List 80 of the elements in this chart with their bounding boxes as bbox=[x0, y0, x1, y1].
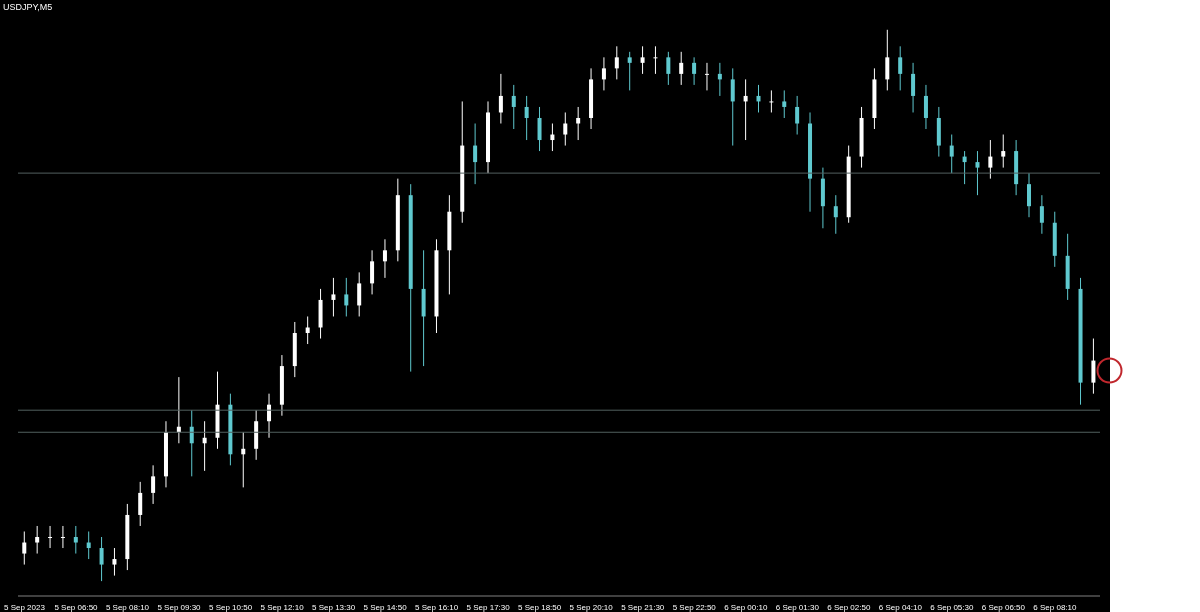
candlestick bbox=[730, 67, 735, 147]
chart-title: USDJPY,M5 bbox=[3, 2, 53, 12]
x-tick-label: 5 Sep 21:30 bbox=[621, 602, 665, 612]
candlestick bbox=[99, 536, 104, 582]
candlestick bbox=[640, 45, 645, 75]
candlestick bbox=[782, 89, 787, 119]
candlestick bbox=[653, 45, 658, 75]
candlestick bbox=[550, 123, 555, 152]
x-tick-label: 5 Sep 17:30 bbox=[466, 602, 511, 612]
candlestick bbox=[382, 238, 387, 279]
candlestick bbox=[537, 106, 542, 152]
x-tick-label: 5 Sep 09:30 bbox=[157, 602, 202, 612]
candlestick bbox=[344, 277, 349, 317]
candlestick bbox=[769, 89, 774, 113]
candlestick bbox=[22, 530, 27, 566]
candlestick bbox=[692, 56, 697, 86]
candlestick bbox=[357, 271, 362, 317]
candlestick bbox=[48, 525, 53, 549]
candlestick bbox=[988, 139, 993, 180]
x-tick-label: 6 Sep 06:50 bbox=[981, 602, 1026, 612]
x-tick-label: 5 Sep 08:10 bbox=[105, 602, 150, 612]
candlestick bbox=[1001, 134, 1006, 169]
candlestick bbox=[1039, 194, 1044, 235]
candlestick bbox=[73, 525, 78, 555]
x-tick-label: 6 Sep 04:10 bbox=[878, 602, 923, 612]
candlestick bbox=[1091, 338, 1096, 395]
x-tick-label: 5 Sep 12:10 bbox=[260, 602, 305, 612]
candlestick bbox=[176, 376, 181, 444]
candlestick bbox=[833, 194, 838, 235]
x-tick-label: 5 Sep 14:50 bbox=[363, 602, 408, 612]
candlestick bbox=[704, 62, 709, 91]
candlestick bbox=[666, 51, 671, 86]
candlestick bbox=[473, 123, 478, 185]
x-tick-label: 5 Sep 18:50 bbox=[518, 602, 562, 612]
candlestick bbox=[923, 84, 928, 130]
candlestick bbox=[202, 420, 207, 472]
candlestick bbox=[627, 51, 632, 91]
candlestick bbox=[138, 481, 143, 527]
candlestick bbox=[60, 525, 65, 549]
candlestick bbox=[112, 547, 117, 577]
x-tick-label: 5 Sep 10:50 bbox=[208, 602, 253, 612]
candlestick bbox=[86, 530, 91, 560]
candlestick bbox=[267, 393, 272, 439]
x-tick-label: 5 Sep 20:10 bbox=[569, 602, 614, 612]
candlestick bbox=[370, 249, 375, 295]
candlestick bbox=[962, 150, 967, 185]
candlestick bbox=[498, 73, 503, 124]
x-tick-label: 6 Sep 00:10 bbox=[724, 602, 768, 612]
candlestick bbox=[576, 106, 581, 141]
candlestick bbox=[1027, 172, 1031, 218]
candlestick bbox=[717, 62, 722, 97]
candlestick bbox=[563, 111, 568, 147]
x-tick-label: 5 Sep 16:10 bbox=[415, 602, 459, 612]
candlestick bbox=[614, 45, 619, 80]
x-tick-label: 5 Sep 2023 bbox=[3, 602, 46, 612]
candlestick bbox=[975, 150, 980, 196]
x-tick-label: 5 Sep 22:50 bbox=[672, 602, 717, 612]
candlestick bbox=[756, 84, 761, 113]
candlestick bbox=[898, 45, 903, 91]
candlestick bbox=[949, 134, 954, 174]
candlestick bbox=[885, 29, 890, 91]
candlestick bbox=[601, 56, 606, 91]
candlestick bbox=[524, 95, 529, 141]
x-tick-label: 6 Sep 02:50 bbox=[827, 602, 871, 612]
x-tick-label: 5 Sep 06:50 bbox=[54, 602, 99, 612]
candlestick bbox=[241, 431, 246, 488]
candlestick bbox=[679, 51, 684, 86]
candlestick bbox=[511, 84, 516, 130]
x-tick-label: 5 Sep 13:30 bbox=[312, 602, 356, 612]
candlestick bbox=[743, 78, 748, 141]
candlestick bbox=[151, 464, 156, 505]
candlestick bbox=[795, 95, 800, 136]
x-tick-label: 6 Sep 01:30 bbox=[775, 602, 820, 612]
candlestick bbox=[331, 277, 336, 317]
candlestick bbox=[35, 525, 40, 555]
x-tick-label: 6 Sep 05:30 bbox=[930, 602, 974, 612]
candlestick bbox=[911, 62, 916, 113]
candlestick bbox=[305, 315, 310, 345]
x-tick-label: 6 Sep 08:10 bbox=[1033, 602, 1078, 612]
candlestick bbox=[189, 409, 194, 477]
